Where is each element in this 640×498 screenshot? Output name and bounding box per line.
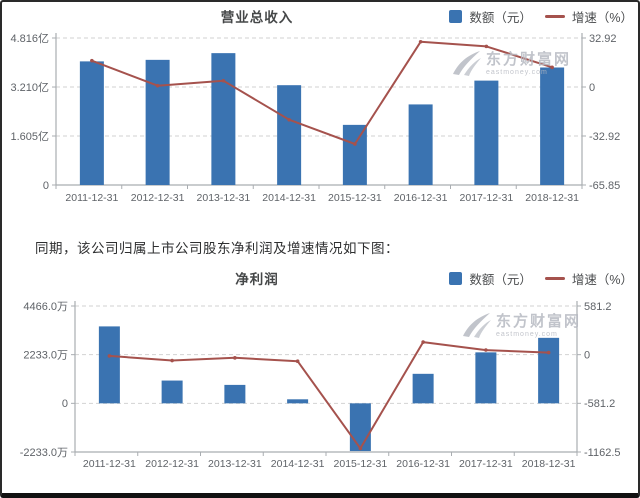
bar	[277, 85, 302, 185]
x-axis-label: 2011-12-31	[65, 192, 118, 204]
right-axis-label: 32.92	[589, 33, 617, 45]
bar	[412, 373, 434, 404]
growth-line-point	[421, 340, 425, 344]
bar	[538, 337, 560, 404]
growth-line-point	[358, 446, 363, 451]
bar	[474, 80, 499, 185]
x-axis-label: 2018-12-31	[522, 458, 576, 470]
right-axis-label: -65.85	[589, 180, 620, 192]
x-axis-label: 2016-12-31	[394, 192, 448, 204]
x-axis-label: 2014-12-31	[271, 458, 325, 470]
amount-legend-label: 数额（元）	[469, 273, 532, 287]
amount-legend-swatch-icon	[449, 10, 463, 23]
right-axis-label: -581.2	[584, 398, 615, 410]
x-axis-label: 2018-12-31	[525, 192, 579, 204]
revenue-chart: 4.816亿 3.210亿 1.605亿 0 32.92 0 -32.92 -65.85 201…	[10, 32, 620, 204]
bar	[342, 124, 367, 185]
growth-line-point	[107, 354, 112, 358]
x-axis-label: 2013-12-31	[208, 458, 262, 470]
x-axis-label: 2012-12-31	[145, 458, 199, 470]
bar	[79, 61, 104, 185]
right-axis-label: -1162.5	[584, 447, 621, 459]
revenue-chart-title: 营业总收入	[220, 10, 294, 25]
amount-legend-label: 数额（元）	[469, 11, 532, 25]
right-axis-label: 0	[589, 82, 595, 94]
x-axis-label: 2013-12-31	[197, 192, 251, 204]
bar	[211, 53, 236, 186]
growth-line-point	[353, 142, 357, 146]
profit-chart-legend: 数额（元） 增速（%）	[449, 269, 633, 288]
bar	[224, 384, 246, 404]
bar	[475, 352, 497, 404]
x-axis-label: 2017-12-31	[460, 192, 514, 204]
bar	[408, 104, 433, 185]
bar	[540, 67, 565, 185]
growth-line	[109, 341, 549, 450]
growth-line	[91, 40, 553, 145]
bar	[161, 380, 183, 404]
intro-paragraph: 同期，该公司归属上市公司股东净利润及增速情况如下图：	[35, 241, 399, 256]
x-axis-label: 2012-12-31	[131, 192, 185, 204]
bar	[145, 59, 170, 185]
growth-line-point	[170, 358, 174, 363]
left-axis-label: 0	[62, 398, 68, 410]
growth-line-point	[233, 356, 237, 360]
x-axis-label: 2014-12-31	[262, 192, 316, 204]
profit-chart-title: 净利润	[235, 272, 279, 287]
profit-chart: 4466.0万 2233.0万 0 -2233.0万 581.2 0 -581.2 -1162…	[20, 301, 621, 470]
left-axis-label: 1.605亿	[10, 130, 49, 143]
x-axis-label: 2011-12-31	[83, 458, 136, 470]
x-axis-label: 2017-12-31	[459, 458, 513, 470]
bar	[287, 399, 309, 404]
growth-line-point	[287, 117, 291, 122]
growth-line-point	[155, 83, 160, 88]
left-axis-label: -2233.0万	[20, 447, 68, 459]
left-axis-label: 3.210亿	[10, 81, 49, 94]
bar	[98, 326, 120, 404]
growth-line-point	[546, 350, 551, 355]
growth-line-point	[550, 65, 554, 70]
right-axis-label: 581.2	[584, 301, 612, 313]
growth-legend-line-icon	[544, 277, 565, 280]
left-axis-label: 2233.0万	[23, 350, 68, 362]
growth-legend-line-icon	[544, 15, 565, 18]
left-axis-label: 4466.0万	[23, 301, 68, 313]
growth-line-point	[221, 78, 226, 83]
left-axis-label: 0	[43, 180, 49, 192]
growth-line-point	[484, 44, 489, 49]
bar	[349, 403, 371, 452]
right-axis-label: -32.92	[589, 131, 620, 143]
amount-legend-swatch-icon	[449, 272, 463, 285]
right-axis-label: 0	[584, 350, 590, 362]
revenue-chart-legend: 数额（元） 增速（%）	[449, 7, 633, 26]
x-axis-label: 2015-12-31	[328, 192, 382, 204]
x-axis-label: 2016-12-31	[396, 458, 450, 470]
left-axis-label: 4.816亿	[10, 32, 49, 45]
x-axis-label: 2015-12-31	[334, 458, 388, 470]
growth-legend-label: 增速（%）	[571, 273, 633, 287]
growth-line-point	[295, 359, 300, 363]
growth-legend-label: 增速（%）	[571, 11, 633, 25]
growth-line-point	[484, 348, 488, 352]
growth-line-point	[418, 39, 423, 44]
growth-line-point	[90, 58, 94, 63]
